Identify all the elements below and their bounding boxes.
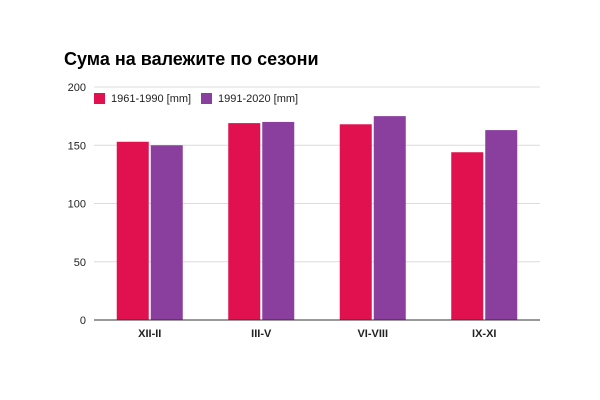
bar-XII-II-series-2: [150, 145, 183, 320]
legend-swatch: [201, 93, 212, 104]
bar-VI-VIII-series-2: [373, 116, 406, 320]
x-category-label: III-V: [251, 328, 272, 340]
y-tick-label: 200: [68, 82, 86, 94]
x-category-label: IX-XI: [472, 328, 496, 340]
bar-IX-XI-series-1: [451, 152, 484, 320]
y-tick-label: 0: [80, 315, 86, 327]
bar-III-V-series-2: [262, 121, 295, 320]
y-tick-label: 100: [68, 199, 86, 211]
legend-label: 1961-1990 [mm]: [111, 93, 191, 105]
x-category-label: VI-VIII: [357, 328, 388, 340]
bar-III-V-series-1: [228, 123, 261, 321]
x-category-label: XII-II: [138, 328, 161, 340]
y-tick-label: 50: [74, 257, 86, 269]
legend-swatch: [94, 93, 105, 104]
legend-label: 1991-2020 [mm]: [218, 93, 298, 105]
bar-VI-VIII-series-1: [339, 124, 372, 320]
y-tick-label: 150: [68, 140, 86, 152]
bar-XII-II-series-1: [116, 141, 149, 320]
bar-IX-XI-series-2: [485, 130, 518, 320]
chart-title: Сума на валежите по сезони: [64, 49, 319, 69]
